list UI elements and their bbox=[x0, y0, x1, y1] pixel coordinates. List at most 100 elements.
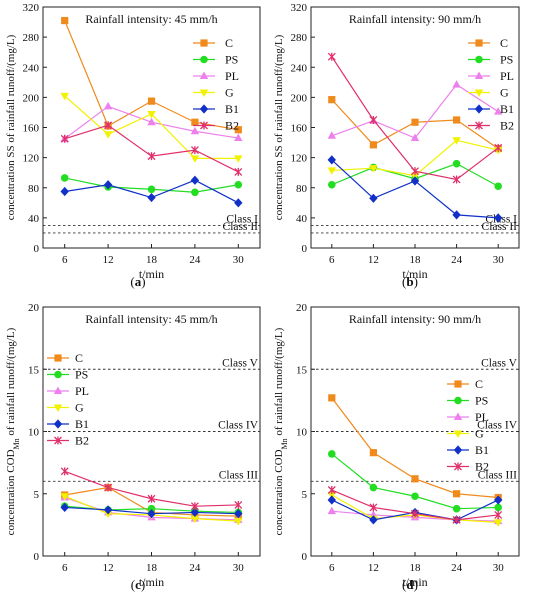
data-point-B2 bbox=[104, 121, 113, 130]
data-point-PS bbox=[328, 180, 336, 189]
data-point-B2 bbox=[327, 486, 336, 495]
y-tick-label: 10 bbox=[296, 427, 308, 439]
data-point-B2 bbox=[452, 515, 461, 524]
legend-entry-G: G bbox=[193, 86, 234, 100]
y-axis-title: concentration SS of rainfall runoff/(mg/… bbox=[273, 34, 285, 220]
data-point-B1 bbox=[234, 198, 243, 208]
data-point-B2 bbox=[494, 143, 503, 152]
series-line-B2 bbox=[331, 56, 499, 181]
legend-swatch-marker bbox=[453, 430, 463, 438]
data-point-PL bbox=[234, 133, 243, 142]
data-point-B2 bbox=[411, 167, 419, 176]
x-axis-title: t/min bbox=[402, 575, 427, 589]
chart-title: Rainfall intensity: 45 mm/h bbox=[85, 312, 217, 326]
y-tick-label: 10 bbox=[28, 427, 40, 439]
data-point-C bbox=[453, 490, 461, 498]
data-point-B2 bbox=[234, 167, 243, 176]
y-tick-label: 280 bbox=[23, 32, 40, 44]
legend-label: C bbox=[75, 351, 83, 365]
x-tick-label: 18 bbox=[410, 562, 422, 574]
data-point-B1 bbox=[369, 515, 378, 525]
data-point-C bbox=[411, 118, 419, 126]
data-point-C bbox=[369, 449, 377, 457]
series-B2 bbox=[60, 121, 243, 176]
data-point-B1 bbox=[494, 213, 503, 223]
data-point-G bbox=[327, 167, 336, 175]
data-point-B2 bbox=[327, 52, 336, 61]
data-point-C bbox=[61, 16, 69, 25]
data-point-B2 bbox=[369, 115, 378, 124]
data-point-PS bbox=[494, 182, 503, 191]
legend-swatch-marker bbox=[474, 71, 484, 79]
data-point-B2 bbox=[60, 134, 69, 143]
y-tick-label: 200 bbox=[291, 92, 308, 104]
x-axis-title: t/min bbox=[139, 267, 164, 281]
x-tick-label: 6 bbox=[329, 562, 335, 574]
legend-swatch-marker bbox=[199, 71, 209, 79]
legend-swatch-marker bbox=[454, 396, 462, 405]
data-point-PL bbox=[103, 101, 113, 110]
legend-entry-B2: B2 bbox=[193, 119, 239, 133]
legend: C PS PL G B1 B2 bbox=[468, 36, 514, 133]
chart-panel-4: 0 5 10 15 20 6 12 18 24 30 t/min concentration CODM… bbox=[273, 302, 520, 592]
data-point-B1 bbox=[103, 505, 113, 515]
legend-swatch-marker bbox=[453, 445, 463, 455]
data-point-B1 bbox=[190, 507, 200, 518]
y-tick-label: 320 bbox=[291, 2, 308, 14]
legend-entry-B1: B1 bbox=[468, 102, 514, 116]
legend-swatch-marker bbox=[475, 121, 483, 130]
x-tick-label: 24 bbox=[189, 254, 201, 266]
series-PS bbox=[60, 174, 243, 197]
x-tick-label: 12 bbox=[103, 254, 114, 266]
legend-entry-B2: B2 bbox=[447, 460, 489, 474]
legend-label: PL bbox=[225, 69, 239, 83]
data-point-B1 bbox=[60, 186, 69, 197]
legend-swatch-marker bbox=[474, 104, 484, 114]
data-point-G bbox=[60, 92, 69, 101]
data-point-PL bbox=[327, 131, 336, 139]
y-tick-label: 0 bbox=[34, 243, 40, 255]
data-point-B1 bbox=[452, 210, 461, 220]
legend-label: B1 bbox=[500, 102, 514, 116]
legend-swatch-marker bbox=[54, 354, 62, 362]
data-point-B1 bbox=[327, 155, 336, 165]
legend-label: PS bbox=[75, 368, 88, 382]
y-tick-label: 15 bbox=[296, 364, 308, 376]
legend-swatch-marker bbox=[54, 436, 62, 445]
y-tick-label: 20 bbox=[296, 302, 308, 314]
x-axis-title: t/min bbox=[139, 575, 164, 589]
data-point-PS bbox=[147, 185, 156, 194]
data-point-B1 bbox=[103, 180, 113, 190]
data-point-G bbox=[190, 155, 200, 163]
x-tick-label: 6 bbox=[62, 562, 68, 574]
x-tick-label: 30 bbox=[233, 254, 245, 266]
legend-label: G bbox=[225, 86, 234, 100]
reference-line-label: Class IV bbox=[477, 420, 518, 432]
x-tick-label: 30 bbox=[493, 562, 505, 574]
data-point-B2 bbox=[234, 500, 243, 509]
x-tick-label: 18 bbox=[146, 254, 158, 266]
panel-label: (d) bbox=[402, 577, 418, 592]
legend-swatch-marker bbox=[453, 412, 463, 420]
legend-label: G bbox=[500, 86, 509, 100]
legend-label: B2 bbox=[75, 434, 89, 448]
chart-panel-3: 0 5 10 15 20 6 12 18 24 30 t/min concentration CODM… bbox=[5, 302, 261, 592]
legend-label: C bbox=[225, 36, 233, 50]
reference-line-label: Class III bbox=[219, 469, 258, 481]
legend-swatch-marker bbox=[199, 104, 209, 114]
legend-label: B1 bbox=[475, 443, 489, 457]
series-G bbox=[60, 92, 243, 163]
data-point-B2 bbox=[147, 494, 156, 503]
series-line-C bbox=[331, 397, 499, 499]
data-point-PS bbox=[328, 450, 336, 458]
x-tick-label: 30 bbox=[233, 562, 245, 574]
data-point-B1 bbox=[494, 495, 503, 505]
legend-entry-PL: PL bbox=[47, 384, 89, 398]
data-point-PL bbox=[452, 80, 461, 88]
chart-panel-2: 0 40 80 120 160 200 240 280 320 6 12 18 24 30 t/min con… bbox=[273, 2, 520, 289]
chart-title: Rainfall intensity: 90 mm/h bbox=[349, 312, 481, 326]
legend-swatch-marker bbox=[474, 89, 484, 97]
y-tick-label: 160 bbox=[23, 123, 40, 135]
series-B2 bbox=[327, 52, 503, 184]
